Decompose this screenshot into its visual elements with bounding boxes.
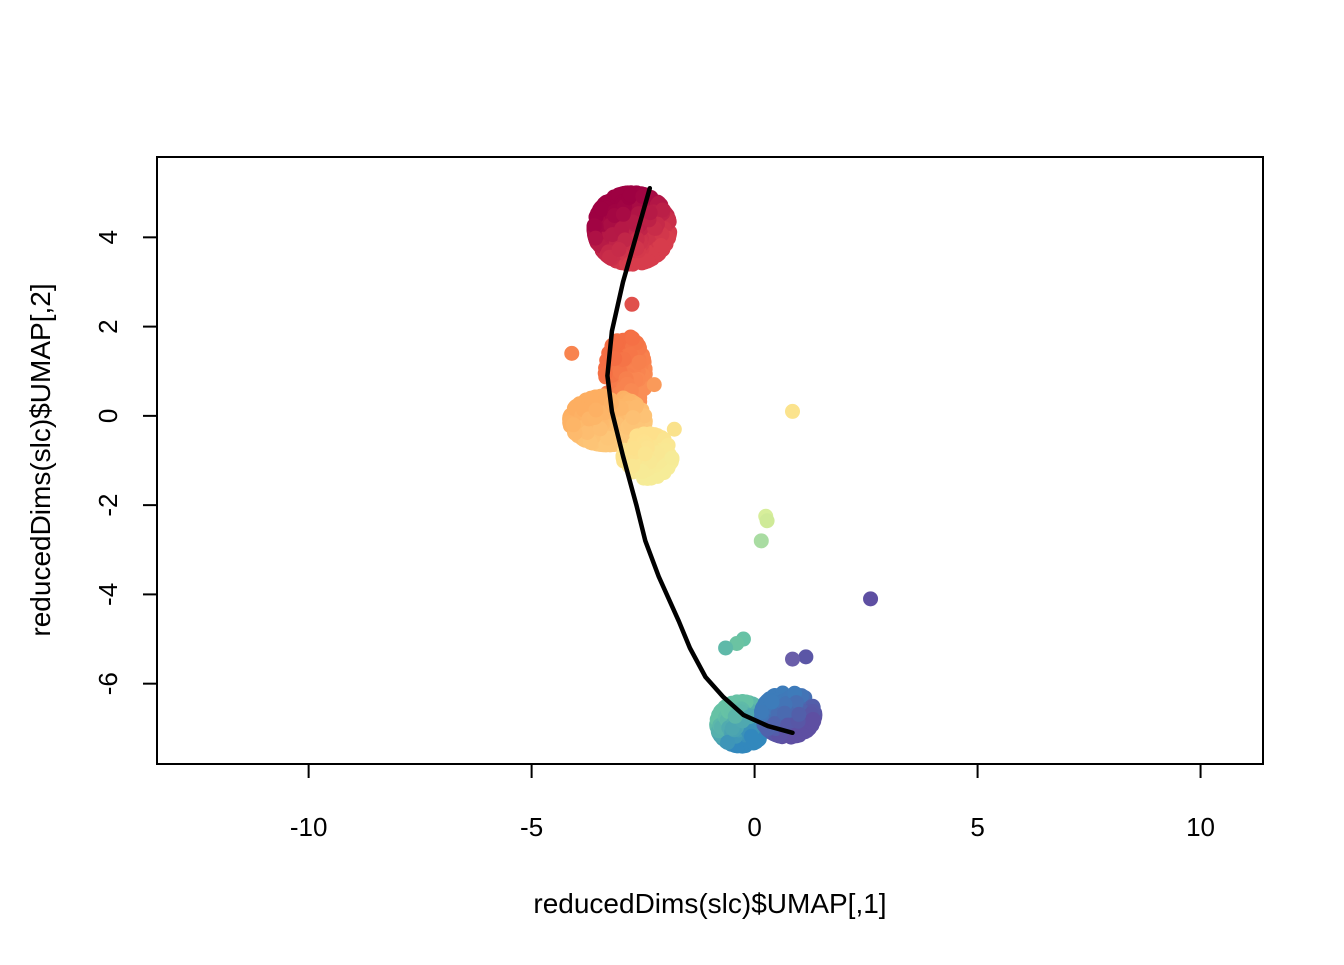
- data-point: [777, 705, 792, 721]
- y-tick-label: -4: [93, 583, 123, 606]
- x-axis-title: reducedDims(slc)$UMAP[,1]: [533, 888, 886, 919]
- data-point: [764, 694, 780, 710]
- data-point: [579, 425, 595, 440]
- data-point: [588, 402, 604, 418]
- curve-layer: [605, 185, 795, 736]
- x-axis: -10 -5 0 5 10: [290, 763, 1215, 842]
- data-point: [625, 330, 641, 346]
- data-point: [565, 417, 581, 433]
- data-point: [785, 651, 801, 667]
- data-point: [805, 712, 821, 727]
- y-axis-title: reducedDims(slc)$UMAP[,2]: [25, 283, 56, 636]
- data-point: [718, 640, 734, 656]
- data-point: [759, 513, 775, 529]
- x-tick-label: 10: [1186, 812, 1215, 842]
- data-point: [642, 205, 658, 221]
- data-point: [564, 345, 580, 361]
- x-tick-label: 0: [747, 812, 761, 842]
- data-point: [863, 591, 879, 607]
- data-point: [594, 201, 610, 217]
- data-point: [798, 649, 814, 665]
- data-point: [753, 533, 769, 549]
- y-tick-label: 0: [93, 409, 123, 423]
- y-tick-label: 2: [93, 319, 123, 333]
- y-tick-label: -2: [93, 494, 123, 517]
- points-layer: [562, 185, 879, 754]
- y-tick-label: 4: [93, 230, 123, 244]
- data-point: [592, 421, 608, 437]
- data-point: [597, 365, 613, 381]
- data-point: [637, 446, 653, 462]
- x-tick-label: -5: [520, 812, 543, 842]
- data-point: [754, 704, 769, 720]
- data-point: [666, 421, 682, 437]
- x-tick-label: 5: [970, 812, 984, 842]
- data-point: [646, 377, 662, 393]
- data-point: [664, 450, 680, 466]
- y-axis: -6 -4 -2 0 2 4: [93, 230, 158, 695]
- data-point: [615, 206, 631, 222]
- data-point: [655, 202, 670, 218]
- data-point: [583, 390, 599, 406]
- x-tick-label: -10: [290, 812, 328, 842]
- y-tick-label: -6: [93, 672, 123, 695]
- data-point: [743, 728, 759, 744]
- data-point: [611, 242, 627, 257]
- data-point: [624, 296, 640, 312]
- data-point: [622, 187, 638, 203]
- plot-frame: [156, 156, 1264, 765]
- data-point: [791, 706, 807, 722]
- data-point: [720, 734, 736, 750]
- data-point: [626, 440, 642, 456]
- data-point: [653, 238, 669, 253]
- data-point: [785, 403, 801, 419]
- data-point: [586, 218, 602, 234]
- trajectory-curve: [605, 185, 795, 736]
- data-point: [788, 695, 804, 711]
- data-point: [588, 230, 603, 246]
- data-point: [631, 354, 647, 370]
- data-point: [625, 410, 641, 426]
